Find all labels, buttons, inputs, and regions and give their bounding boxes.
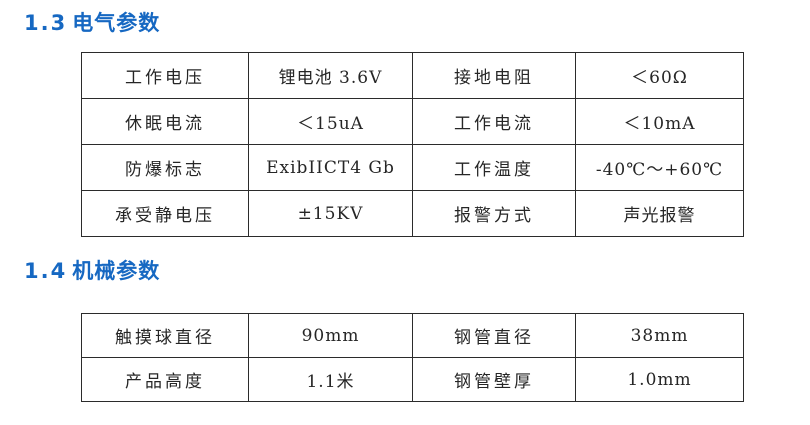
table-row: 工作电压 锂电池 3.6V 接地电阻 ＜60Ω xyxy=(81,52,744,99)
cell-label: 钢管壁厚 xyxy=(412,357,576,402)
cell-label: 触摸球直径 xyxy=(81,313,249,358)
cell-label: 接地电阻 xyxy=(412,52,576,99)
table-row: 触摸球直径 90mm 钢管直径 38mm xyxy=(81,313,744,358)
cell-value: 90mm xyxy=(248,313,413,358)
cell-value: ±15KV xyxy=(248,190,413,237)
section-title-electrical: 电气参数 xyxy=(72,11,161,35)
cell-label: 工作电压 xyxy=(81,52,249,99)
cell-value: 锂电池 3.6V xyxy=(248,52,413,99)
table-row: 防爆标志 ExibIICT4 Gb 工作温度 -40℃～+60℃ xyxy=(81,144,744,191)
cell-label: 钢管直径 xyxy=(412,313,576,358)
table-row: 休眠电流 ＜15uA 工作电流 ＜10mA xyxy=(81,98,744,145)
cell-value: ＜15uA xyxy=(248,98,413,145)
cell-value: 1.0mm xyxy=(575,357,744,402)
cell-value: -40℃～+60℃ xyxy=(575,144,744,191)
mechanical-parameters-table: 触摸球直径 90mm 钢管直径 38mm 产品高度 1.1米 钢管壁厚 1.0m… xyxy=(81,313,744,402)
cell-value: ExibIICT4 Gb xyxy=(248,144,413,191)
cell-label: 防爆标志 xyxy=(81,144,249,191)
cell-value: ＜10mA xyxy=(575,98,744,145)
section-title-mechanical: 机械参数 xyxy=(72,259,161,283)
section-number-mechanical: 1.4 xyxy=(24,259,68,283)
cell-label: 休眠电流 xyxy=(81,98,249,145)
cell-value: 声光报警 xyxy=(575,190,744,237)
cell-label: 工作电流 xyxy=(412,98,576,145)
cell-value: 1.1米 xyxy=(248,357,413,402)
cell-label: 承受静电压 xyxy=(81,190,249,237)
cell-label: 工作温度 xyxy=(412,144,576,191)
cell-value: ＜60Ω xyxy=(575,52,744,99)
table-row: 产品高度 1.1米 钢管壁厚 1.0mm xyxy=(81,357,744,402)
electrical-parameters-table: 工作电压 锂电池 3.6V 接地电阻 ＜60Ω 休眠电流 ＜15uA 工作电流 … xyxy=(81,52,744,237)
cell-value: 38mm xyxy=(575,313,744,358)
section-number-electrical: 1.3 xyxy=(24,11,68,35)
cell-label: 报警方式 xyxy=(412,190,576,237)
section-heading-mechanical: 1.4 机械参数 xyxy=(24,261,160,282)
cell-label: 产品高度 xyxy=(81,357,249,402)
table-row: 承受静电压 ±15KV 报警方式 声光报警 xyxy=(81,190,744,237)
section-heading-electrical: 1.3 电气参数 xyxy=(24,13,160,34)
